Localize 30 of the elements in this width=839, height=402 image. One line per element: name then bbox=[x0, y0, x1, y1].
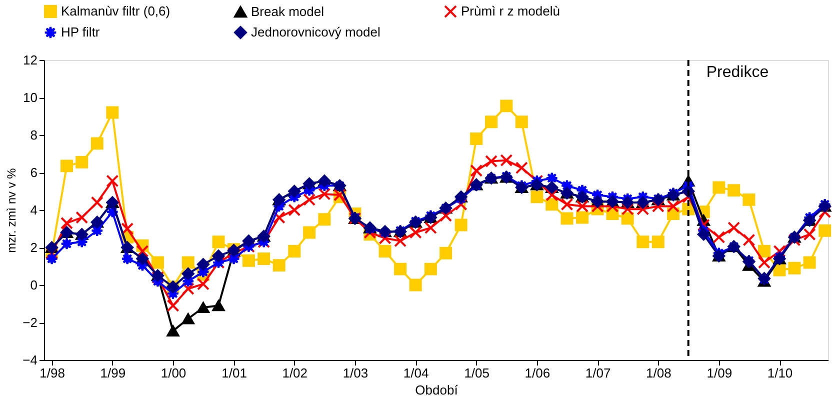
x-tick-label: 1/06 bbox=[524, 366, 550, 380]
x-tick-label: 1/00 bbox=[160, 366, 186, 380]
x-tick-label: 1/08 bbox=[646, 366, 672, 380]
y-tick-label: 0 bbox=[30, 278, 38, 292]
y-tick-label: 12 bbox=[23, 52, 38, 68]
ref-line-label: Predikce bbox=[706, 64, 769, 81]
x-tick-label: 1/03 bbox=[342, 366, 368, 380]
y-tick-label: 10 bbox=[23, 90, 38, 105]
x-tick-label: 1/09 bbox=[706, 366, 732, 380]
x-tick-label: 1/98 bbox=[40, 366, 65, 380]
y-axis-title: mzr. zmì nv v % bbox=[4, 168, 19, 253]
x-tick-label: 1/99 bbox=[100, 366, 126, 380]
legend-label: Kalmanùv filtr (0,6) bbox=[61, 4, 170, 19]
y-tick-label: 8 bbox=[30, 128, 38, 142]
y-tick-label: 6 bbox=[30, 165, 38, 180]
x-tick-label: 1/02 bbox=[282, 366, 308, 380]
x-axis-title: Období bbox=[415, 382, 458, 398]
legend-label: Break model bbox=[251, 4, 324, 19]
legend-label: Prùmì r z modelù bbox=[461, 4, 560, 19]
legend-label: Jednorovnicový model bbox=[251, 24, 380, 40]
y-tick-label: −4 bbox=[22, 352, 38, 368]
x-tick-label: 1/10 bbox=[767, 366, 793, 380]
x-tick-label: 1/07 bbox=[585, 366, 611, 380]
y-tick-label: −2 bbox=[22, 315, 38, 330]
y-tick-label: 4 bbox=[30, 202, 38, 218]
y-tick-label: 2 bbox=[30, 240, 38, 255]
x-tick-label: 1/05 bbox=[464, 366, 490, 380]
x-tick-label: 1/01 bbox=[222, 366, 247, 380]
legend-label: HP filtr bbox=[61, 24, 100, 40]
x-tick-label: 1/04 bbox=[403, 366, 429, 380]
